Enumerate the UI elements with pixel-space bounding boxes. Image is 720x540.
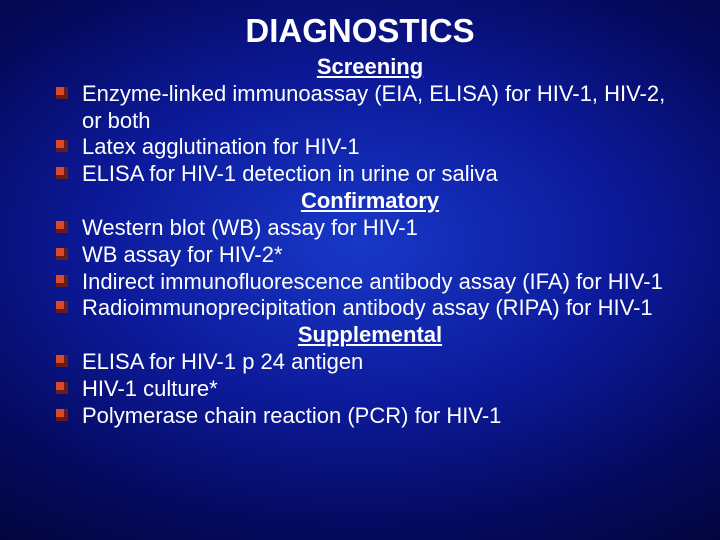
list-item-text: Radioimmunoprecipitation antibody assay …	[82, 295, 653, 320]
list-item: Polymerase chain reaction (PCR) for HIV-…	[56, 403, 684, 430]
list-item-text: WB assay for HIV-2*	[82, 242, 283, 267]
slide-content: Screening Enzyme-linked immunoassay (EIA…	[36, 54, 684, 430]
bullet-icon	[56, 87, 68, 99]
list-item: ELISA for HIV-1 detection in urine or sa…	[56, 161, 684, 188]
bullet-icon	[56, 248, 68, 260]
list-item-text: Latex agglutination for HIV-1	[82, 134, 360, 159]
section-heading: Screening	[56, 54, 684, 81]
list-item: Indirect immunofluorescence antibody ass…	[56, 269, 684, 296]
section-heading: Supplemental	[56, 322, 684, 349]
bullet-icon	[56, 355, 68, 367]
list-item-text: Polymerase chain reaction (PCR) for HIV-…	[82, 403, 501, 428]
list-item: HIV-1 culture*	[56, 376, 684, 403]
slide-title: DIAGNOSTICS	[36, 12, 684, 50]
list-item-text: HIV-1 culture*	[82, 376, 218, 401]
bullet-icon	[56, 221, 68, 233]
list-item-text: Enzyme-linked immunoassay (EIA, ELISA) f…	[82, 81, 665, 133]
section-heading: Confirmatory	[56, 188, 684, 215]
bullet-icon	[56, 275, 68, 287]
bullet-icon	[56, 140, 68, 152]
list-item: ELISA for HIV-1 p 24 antigen	[56, 349, 684, 376]
bullet-icon	[56, 167, 68, 179]
list-item: Western blot (WB) assay for HIV-1	[56, 215, 684, 242]
list-item: Latex agglutination for HIV-1	[56, 134, 684, 161]
list-item-text: ELISA for HIV-1 p 24 antigen	[82, 349, 363, 374]
list-item-text: Indirect immunofluorescence antibody ass…	[82, 269, 663, 294]
bullet-icon	[56, 301, 68, 313]
bullet-icon	[56, 382, 68, 394]
list-item: Enzyme-linked immunoassay (EIA, ELISA) f…	[56, 81, 684, 135]
bullet-icon	[56, 409, 68, 421]
list-item: Radioimmunoprecipitation antibody assay …	[56, 295, 684, 322]
list-item: WB assay for HIV-2*	[56, 242, 684, 269]
slide: DIAGNOSTICS Screening Enzyme-linked immu…	[0, 0, 720, 540]
list-item-text: Western blot (WB) assay for HIV-1	[82, 215, 418, 240]
list-item-text: ELISA for HIV-1 detection in urine or sa…	[82, 161, 498, 186]
